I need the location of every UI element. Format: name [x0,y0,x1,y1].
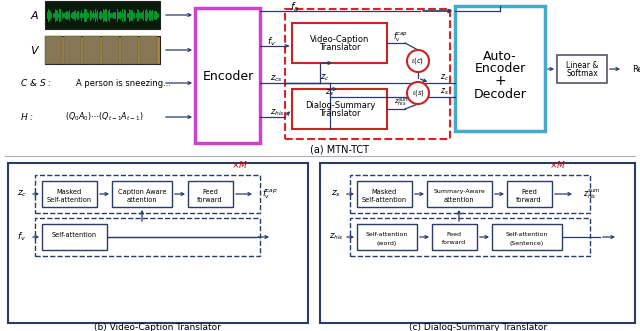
Text: Feed: Feed [202,189,218,195]
Text: $z_s$: $z_s$ [440,87,449,97]
Text: $f_v^{cap}$: $f_v^{cap}$ [392,30,408,44]
Bar [102,36,119,64]
Text: $(Q_0A_0)\cdots(Q_{t-1}A_{t-1})$: $(Q_0A_0)\cdots(Q_{t-1}A_{t-1})$ [65,111,144,123]
Text: Summary-Aware: Summary-Aware [433,190,485,195]
Bar [140,36,157,64]
Text: (Sentence): (Sentence) [510,241,544,246]
Bar [427,181,492,207]
Text: $f_v^{cap}$: $f_v^{cap}$ [262,187,278,201]
Bar [432,224,477,250]
Text: Linear &: Linear & [566,62,598,71]
Bar [292,23,387,63]
Text: forward: forward [442,241,466,246]
Circle shape [407,50,429,72]
Text: Masked: Masked [371,189,397,195]
Text: Softmax: Softmax [566,70,598,78]
Bar [557,55,607,83]
Text: $z_{his}^{sum}$: $z_{his}^{sum}$ [583,187,601,201]
Text: $V$: $V$ [30,44,40,56]
Bar [350,175,590,213]
Text: Encoder: Encoder [474,63,525,75]
Bar [455,6,545,131]
Circle shape [407,82,429,104]
Bar [35,218,260,256]
Bar [357,224,417,250]
Text: $\times M$: $\times M$ [550,159,566,169]
Text: forward: forward [516,197,542,203]
Text: Dialog-Summary: Dialog-Summary [305,101,375,110]
Text: Self-attention: Self-attention [366,232,408,238]
Bar [64,36,81,64]
Text: $A$: $A$ [30,9,40,21]
Bar [292,89,387,129]
Bar [35,175,260,213]
Text: $z_{his}^{sum}$: $z_{his}^{sum}$ [394,97,410,109]
Text: Self-attention: Self-attention [47,197,92,203]
Text: Caption Aware: Caption Aware [118,189,166,195]
Text: (a) MTN-TCT: (a) MTN-TCT [310,144,369,154]
Text: $f_v$: $f_v$ [17,231,26,243]
Text: $z_c$: $z_c$ [320,73,330,83]
Text: attention: attention [444,197,474,203]
Text: (word): (word) [377,241,397,246]
Text: Self-attention: Self-attention [506,232,548,238]
Bar [285,9,450,139]
Text: Decoder: Decoder [474,87,527,101]
Text: Self-attention: Self-attention [362,197,406,203]
Text: $z_{his}$: $z_{his}$ [270,108,285,118]
Text: Masked: Masked [56,189,82,195]
Bar [195,8,260,143]
Bar [42,181,97,207]
Bar [121,36,138,64]
Bar [83,36,100,64]
Bar [350,218,590,256]
Text: A person is sneezing...: A person is sneezing... [76,78,171,87]
Text: $z_{cs}$: $z_{cs}$ [270,74,283,84]
Bar [320,163,635,323]
Text: $f_a$: $f_a$ [291,0,300,14]
Text: Translator: Translator [319,110,361,118]
Bar [188,181,233,207]
Text: $z_{his}$: $z_{his}$ [329,232,343,242]
Text: Encoder: Encoder [202,70,253,82]
Text: $z_c$: $z_c$ [17,189,27,199]
Bar [507,181,552,207]
Text: Video-Caption: Video-Caption [310,34,370,43]
Text: (c) Dialog-Summary Translator: (c) Dialog-Summary Translator [409,322,547,331]
Text: Feed: Feed [521,189,537,195]
Text: attention: attention [127,197,157,203]
Text: (b) Video-Caption Translator: (b) Video-Caption Translator [93,322,220,331]
Text: $H$ :: $H$ : [20,112,34,122]
Text: Self-attention: Self-attention [51,232,97,238]
Text: forward: forward [197,197,223,203]
Bar [8,163,308,323]
Bar [357,181,412,207]
Text: $\iota(s)$: $\iota(s)$ [412,88,424,98]
Text: $z_s$: $z_s$ [325,88,335,98]
Text: $\times M$: $\times M$ [232,159,248,169]
Text: $\iota(c)$: $\iota(c)$ [412,56,424,66]
Bar [45,36,62,64]
Text: $z_c$: $z_c$ [440,73,449,83]
Bar [492,224,562,250]
Bar [45,1,160,29]
Bar [112,181,172,207]
Text: +: + [494,74,506,88]
Bar [42,224,107,250]
Text: Feed: Feed [447,232,461,238]
Text: $C$ & $S$ :: $C$ & $S$ : [20,77,52,88]
Text: Response: Response [632,65,640,73]
Text: $z_s$: $z_s$ [331,189,341,199]
Bar [45,36,160,64]
Text: Auto-: Auto- [483,50,517,63]
Text: Translator: Translator [319,43,361,53]
Text: $f_v$: $f_v$ [268,36,276,48]
